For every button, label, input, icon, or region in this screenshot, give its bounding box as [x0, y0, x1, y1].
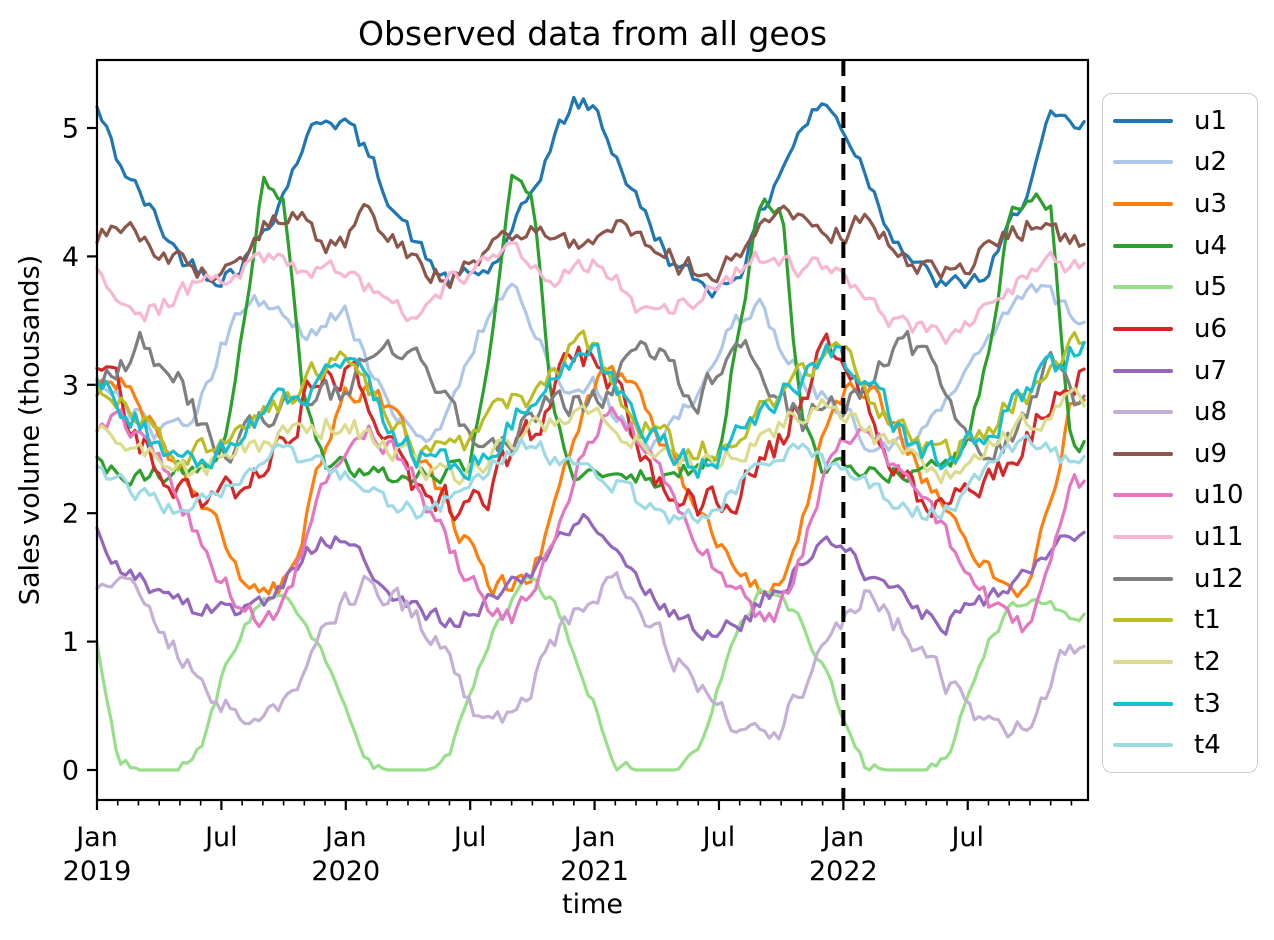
legend-item-label: u12 — [1194, 563, 1244, 594]
x-tick-label: Jan — [74, 822, 118, 853]
legend-item-t1: t1 — [1103, 607, 1257, 633]
series-line-t4 — [95, 434, 1086, 525]
y-tick-label: 3 — [62, 370, 79, 401]
y-tick-label: 0 — [62, 756, 79, 787]
x-tick-label: Jul — [701, 822, 736, 853]
legend-line-sample — [1113, 243, 1173, 248]
legend-line-sample — [1113, 618, 1173, 623]
series-line-u7 — [95, 512, 1086, 642]
x-tick-label: Jul — [203, 822, 238, 853]
series-line-t2 — [95, 386, 1086, 486]
x-tick-label: Jan — [323, 822, 367, 853]
series-line-u12 — [95, 329, 1086, 464]
x-axis-label: time — [561, 889, 623, 920]
legend-item-label: u2 — [1194, 147, 1228, 178]
legend-line-sample — [1113, 701, 1173, 706]
legend-line-sample — [1113, 493, 1173, 498]
series-line-t3 — [95, 340, 1086, 481]
series-line-u11 — [95, 241, 1086, 346]
legend-item-u11: u11 — [1103, 524, 1257, 550]
legend-line-sample — [1113, 410, 1173, 415]
series-line-u10 — [95, 406, 1086, 634]
legend-item-label: u1 — [1194, 105, 1228, 136]
legend-line-sample — [1113, 743, 1173, 748]
legend-item-u3: u3 — [1103, 191, 1257, 217]
legend-item-u8: u8 — [1103, 399, 1257, 425]
legend-item-label: u7 — [1194, 355, 1228, 386]
legend-line-sample — [1113, 160, 1173, 165]
x-tick-year-label: 2019 — [63, 856, 132, 887]
legend-item-u12: u12 — [1103, 566, 1257, 592]
legend-line-sample — [1113, 535, 1173, 540]
x-tick-label: Jan — [821, 822, 865, 853]
legend-item-label: u6 — [1194, 313, 1228, 344]
legend-item-label: u8 — [1194, 397, 1228, 428]
series-line-u3 — [95, 364, 1086, 599]
legend-line-sample — [1113, 285, 1173, 290]
legend-item-label: u4 — [1194, 230, 1228, 261]
legend-item-t2: t2 — [1103, 649, 1257, 675]
legend-item-label: t4 — [1194, 730, 1221, 761]
series-lines — [95, 95, 1086, 772]
y-tick-label: 1 — [62, 627, 79, 658]
legend-item-label: t3 — [1194, 688, 1221, 719]
legend-line-sample — [1113, 202, 1173, 207]
legend-item-label: t2 — [1194, 646, 1221, 677]
series-line-u4 — [95, 173, 1086, 489]
legend-line-sample — [1113, 576, 1173, 581]
axes-spines — [95, 58, 1090, 802]
legend-item-u9: u9 — [1103, 441, 1257, 467]
axis-ticks — [87, 126, 1073, 810]
legend-line-sample — [1113, 368, 1173, 373]
legend-item-label: u5 — [1194, 272, 1228, 303]
legend-item-t3: t3 — [1103, 691, 1257, 717]
legend-item-label: u9 — [1194, 438, 1228, 469]
legend: u1 u2 u3 u4 u5 u6 u7 u8 u9 u10 u11 u12 t1 t2 t3 t4 — [1102, 93, 1258, 773]
x-tick-year-label: 2021 — [560, 856, 629, 887]
series-line-u9 — [95, 202, 1086, 290]
series-line-u8 — [95, 571, 1086, 741]
legend-line-sample — [1113, 326, 1173, 331]
x-tick-year-label: 2020 — [311, 856, 380, 887]
series-line-u2 — [95, 282, 1086, 453]
legend-item-label: u3 — [1194, 189, 1228, 220]
x-tick-year-label: 2022 — [809, 856, 878, 887]
legend-item-u7: u7 — [1103, 358, 1257, 384]
legend-item-u5: u5 — [1103, 274, 1257, 300]
x-tick-label: Jan — [572, 822, 616, 853]
legend-line-sample — [1113, 451, 1173, 456]
x-tick-label: Jul — [949, 822, 984, 853]
legend-line-sample — [1113, 118, 1173, 123]
legend-item-u10: u10 — [1103, 482, 1257, 508]
legend-item-u6: u6 — [1103, 316, 1257, 342]
legend-line-sample — [1113, 659, 1173, 664]
legend-item-label: u11 — [1194, 522, 1244, 553]
legend-item-label: u10 — [1194, 480, 1244, 511]
y-tick-label: 5 — [62, 114, 79, 145]
plot-border — [95, 58, 1090, 802]
chart-title: Observed data from all geos — [357, 14, 828, 53]
y-tick-label: 2 — [62, 499, 79, 530]
x-tick-label: Jul — [452, 822, 487, 853]
legend-item-label: t1 — [1194, 605, 1221, 636]
legend-item-u1: u1 — [1103, 108, 1257, 134]
legend-item-t4: t4 — [1103, 732, 1257, 758]
legend-item-u2: u2 — [1103, 149, 1257, 175]
y-tick-label: 4 — [62, 242, 79, 273]
legend-item-u4: u4 — [1103, 233, 1257, 259]
